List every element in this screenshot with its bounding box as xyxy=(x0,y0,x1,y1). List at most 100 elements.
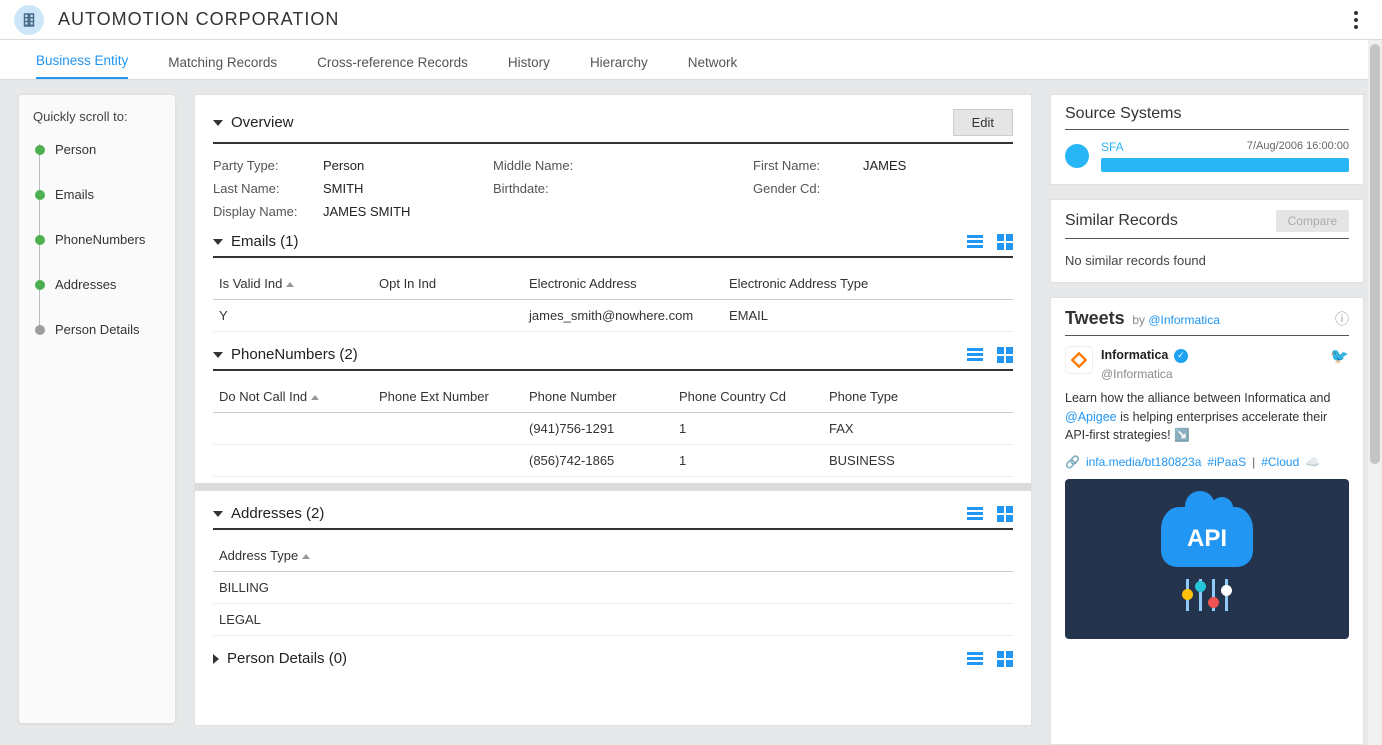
collapse-icon[interactable] xyxy=(213,511,223,517)
right-sidebar: Source Systems SFA 7/Aug/2006 16:00:00 S… xyxy=(1050,94,1364,745)
top-bar: AUTOMOTION CORPORATION xyxy=(0,0,1382,40)
page-scrollbar[interactable] xyxy=(1368,40,1382,745)
status-dot-icon xyxy=(35,280,45,290)
tweet-user-name: Informatica xyxy=(1101,348,1168,362)
col-header[interactable]: Opt In Ind xyxy=(373,268,523,300)
nav-item-person[interactable]: Person xyxy=(35,136,165,163)
nav-item-phonenumbers[interactable]: PhoneNumbers xyxy=(35,226,165,253)
cell xyxy=(373,413,523,445)
compare-button[interactable]: Compare xyxy=(1276,210,1349,232)
tweets-title: Tweets xyxy=(1065,308,1125,328)
twitter-bird-icon: 🐦 xyxy=(1330,346,1349,369)
field-label: Party Type: xyxy=(213,158,313,173)
quick-nav-list: Person Emails PhoneNumbers Addresses Per… xyxy=(29,136,165,343)
nav-item-emails[interactable]: Emails xyxy=(35,181,165,208)
tweet-user-handle: @Informatica xyxy=(1101,365,1322,383)
verified-badge-icon: ✓ xyxy=(1174,349,1188,363)
list-view-icon[interactable] xyxy=(967,506,983,522)
emails-header: Emails (1) xyxy=(213,233,1013,258)
tweet-mention-link[interactable]: @Apigee xyxy=(1065,410,1117,424)
col-header[interactable]: Is Valid Ind xyxy=(213,268,373,300)
source-systems-panel: Source Systems SFA 7/Aug/2006 16:00:00 xyxy=(1050,94,1364,185)
collapse-icon[interactable] xyxy=(213,239,223,245)
source-bar xyxy=(1101,158,1349,172)
cell: BUSINESS xyxy=(823,445,1013,477)
scrollbar-thumb[interactable] xyxy=(1370,44,1380,464)
status-dot-icon xyxy=(35,325,45,335)
field-label: First Name: xyxy=(753,158,853,173)
col-header[interactable]: Phone Number xyxy=(523,381,673,413)
info-icon[interactable]: ⓘ xyxy=(1335,309,1349,329)
col-header[interactable]: Do Not Call Ind xyxy=(213,381,373,413)
nav-item-person-details[interactable]: Person Details xyxy=(35,316,165,343)
field-value xyxy=(863,181,983,196)
tab-cross-reference[interactable]: Cross-reference Records xyxy=(317,45,468,79)
col-header[interactable]: Electronic Address xyxy=(523,268,723,300)
phones-title: PhoneNumbers (2) xyxy=(231,346,358,363)
tweet-hashtag[interactable]: #iPaaS xyxy=(1207,453,1246,471)
person-details-header: Person Details (0) xyxy=(213,650,1013,673)
cell: BILLING xyxy=(213,572,1013,604)
person-details-title: Person Details (0) xyxy=(227,650,347,667)
cell: FAX xyxy=(823,413,1013,445)
collapse-icon[interactable] xyxy=(213,120,223,126)
cell xyxy=(213,413,373,445)
addresses-table: Address Type BILLING LEGAL xyxy=(213,540,1013,636)
building-icon xyxy=(20,11,38,29)
field-value: JAMES xyxy=(863,158,983,173)
col-header[interactable]: Address Type xyxy=(213,540,1013,572)
content-area: Quickly scroll to: Person Emails PhoneNu… xyxy=(0,80,1382,745)
table-row[interactable]: Y james_smith@nowhere.com EMAIL xyxy=(213,300,1013,332)
sliders-graphic xyxy=(1186,579,1228,611)
tweet-body: Learn how the alliance between Informati… xyxy=(1065,389,1349,445)
sort-icon xyxy=(302,554,310,559)
similar-empty-text: No similar records found xyxy=(1065,249,1349,270)
tweets-handle-link[interactable]: @Informatica xyxy=(1148,313,1220,327)
table-row[interactable]: (941)756-1291 1 FAX xyxy=(213,413,1013,445)
tweet-short-link[interactable]: infa.media/bt180823a xyxy=(1086,453,1201,471)
quick-scroll-panel: Quickly scroll to: Person Emails PhoneNu… xyxy=(18,94,176,724)
grid-view-icon[interactable] xyxy=(997,234,1013,250)
col-header[interactable]: Phone Type xyxy=(823,381,1013,413)
table-row[interactable]: (856)742-1865 1 BUSINESS xyxy=(213,445,1013,477)
sort-icon xyxy=(311,395,319,400)
expand-icon[interactable] xyxy=(213,654,219,664)
nav-item-addresses[interactable]: Addresses xyxy=(35,271,165,298)
collapse-icon[interactable] xyxy=(213,352,223,358)
grid-view-icon[interactable] xyxy=(997,651,1013,667)
field-value: JAMES SMITH xyxy=(323,204,483,219)
tab-history[interactable]: History xyxy=(508,45,550,79)
field-label: Birthdate: xyxy=(493,181,583,196)
tab-network[interactable]: Network xyxy=(688,45,738,79)
tab-matching-records[interactable]: Matching Records xyxy=(168,45,277,79)
similar-records-panel: Similar Records Compare No similar recor… xyxy=(1050,199,1364,283)
tweet-hashtag[interactable]: #Cloud xyxy=(1261,453,1299,471)
list-view-icon[interactable] xyxy=(967,234,983,250)
col-header[interactable]: Phone Country Cd xyxy=(673,381,823,413)
edit-button[interactable]: Edit xyxy=(953,109,1013,136)
grid-view-icon[interactable] xyxy=(997,506,1013,522)
overview-title: Overview xyxy=(231,114,294,131)
col-header[interactable]: Electronic Address Type xyxy=(723,268,1013,300)
tweet-image[interactable]: API xyxy=(1065,479,1349,639)
list-view-icon[interactable] xyxy=(967,347,983,363)
more-menu-button[interactable] xyxy=(1344,8,1368,32)
tweets-panel: Tweets by @Informatica ⓘ Informatica ✓ xyxy=(1050,297,1364,745)
table-row[interactable]: LEGAL xyxy=(213,604,1013,636)
horizontal-scrollbar[interactable] xyxy=(195,483,1031,491)
cell xyxy=(373,300,523,332)
table-row[interactable]: BILLING xyxy=(213,572,1013,604)
field-value: SMITH xyxy=(323,181,483,196)
similar-records-title: Similar Records xyxy=(1065,212,1178,230)
emails-table: Is Valid Ind Opt In Ind Electronic Addre… xyxy=(213,268,1013,332)
grid-view-icon[interactable] xyxy=(997,347,1013,363)
tab-hierarchy[interactable]: Hierarchy xyxy=(590,45,648,79)
list-view-icon[interactable] xyxy=(967,651,983,667)
cell xyxy=(213,445,373,477)
col-header[interactable]: Phone Ext Number xyxy=(373,381,523,413)
source-system-item[interactable]: SFA 7/Aug/2006 16:00:00 xyxy=(1065,140,1349,172)
sort-icon xyxy=(286,282,294,287)
tab-business-entity[interactable]: Business Entity xyxy=(36,43,128,79)
status-dot-icon xyxy=(35,145,45,155)
overview-fields: Party Type: Person Middle Name: First Na… xyxy=(213,154,1013,233)
